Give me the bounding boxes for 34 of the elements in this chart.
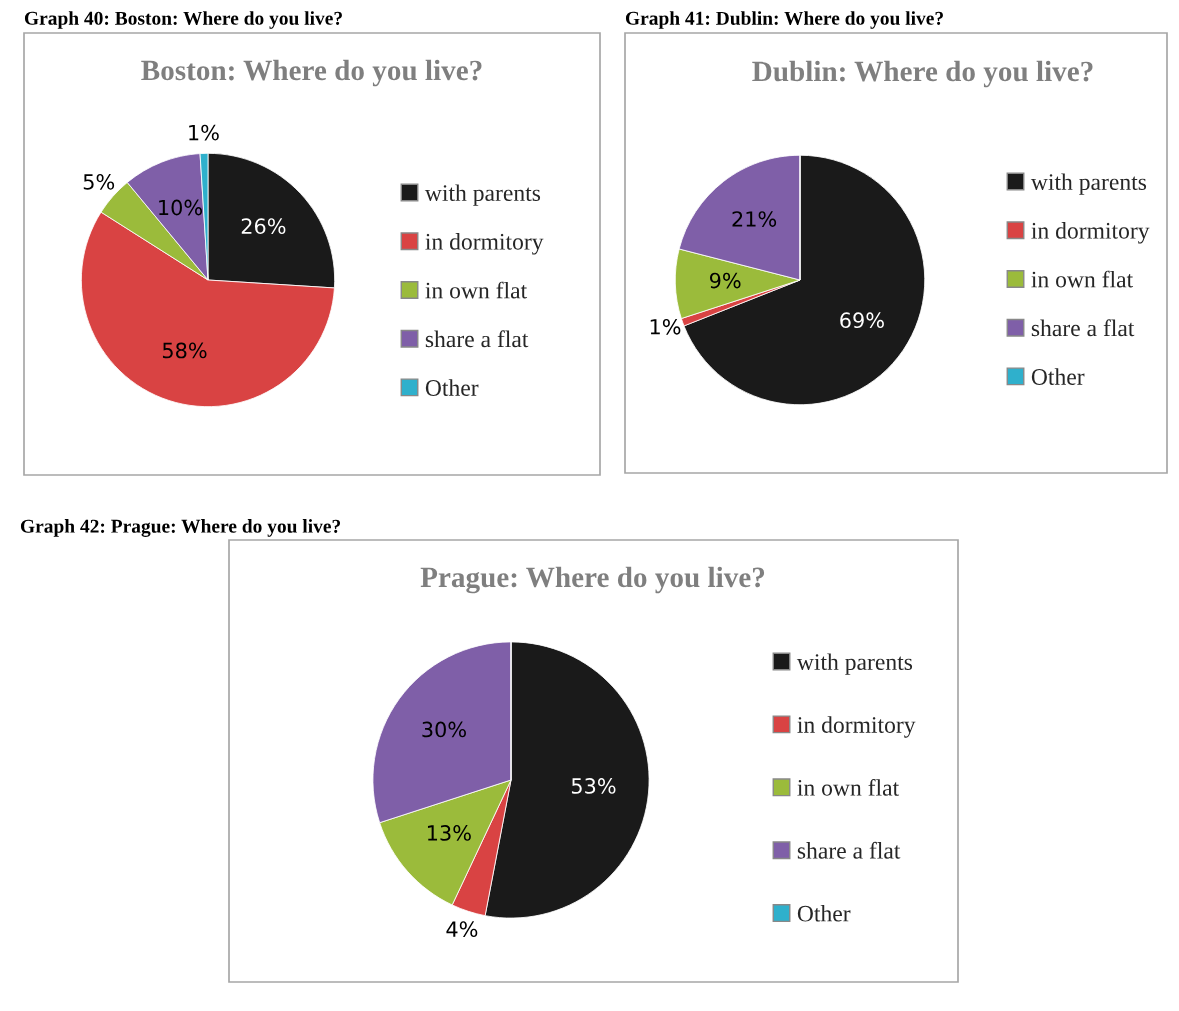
chart-title: Dublin: Where do you live?: [752, 60, 1093, 88]
data-label: 53%: [571, 778, 616, 794]
legend-label: in own flat: [425, 281, 528, 299]
data-label: 58%: [162, 342, 207, 359]
data-label: 4%: [446, 921, 478, 938]
legend-label: in own flat: [797, 778, 900, 796]
data-label: 10%: [159, 199, 203, 216]
legend-label: in dormitory: [425, 233, 544, 255]
legend-label: share a flat: [425, 330, 529, 348]
legend-label: Other: [797, 904, 851, 922]
legend-label: Other: [1031, 368, 1085, 385]
caption: Graph 40: Boston: Where do you live?: [24, 11, 342, 29]
chart-title: Prague: Where do you live?: [420, 566, 765, 594]
legend-label: share a flat: [797, 841, 901, 859]
chart-title: Boston: Where do you live?: [141, 59, 482, 87]
legend-label: in dormitory: [797, 716, 916, 738]
data-label: 13%: [427, 825, 471, 841]
legend-label: with parents: [424, 184, 541, 206]
data-label: 9%: [709, 272, 741, 289]
legend-label: with parents: [1030, 173, 1147, 195]
data-label: 1%: [189, 124, 219, 141]
data-label: 30%: [422, 721, 466, 738]
legend-label: in own flat: [1031, 270, 1134, 288]
data-label: 1%: [650, 318, 681, 335]
data-label: 5%: [83, 173, 115, 190]
data-label: 69%: [840, 312, 884, 329]
legend-label: with parents: [796, 653, 913, 675]
data-label: 21%: [732, 211, 777, 227]
caption: Graph 42: Prague: Where do you live?: [20, 519, 341, 537]
legend-label: share a flat: [1031, 319, 1135, 337]
caption: Graph 41: Dublin: Where do you live?: [625, 11, 943, 29]
data-label: 26%: [241, 218, 286, 235]
legend-label: Other: [425, 379, 479, 396]
legend-label: in dormitory: [1031, 222, 1150, 244]
